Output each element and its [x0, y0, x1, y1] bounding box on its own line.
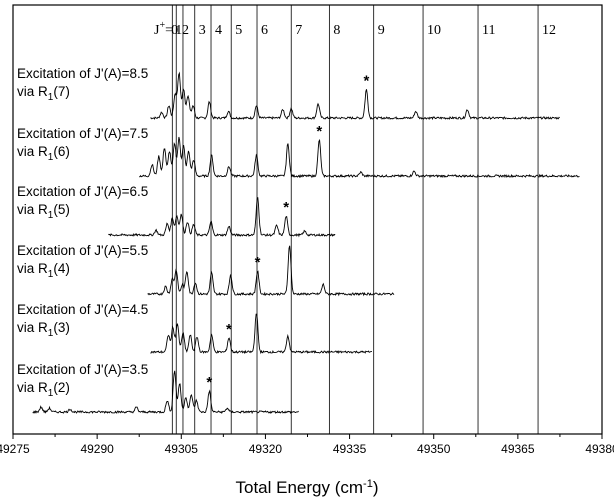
j-label-6: 6 [261, 23, 268, 38]
j-label-7: 7 [295, 23, 302, 38]
assigned-peak-marker: * [283, 199, 289, 216]
trace-label-line1: Excitation of J'(A)=8.5 [17, 66, 148, 81]
trace-label-line1: Excitation of J'(A)=4.5 [17, 302, 148, 317]
j-label-10: 10 [427, 23, 441, 38]
x-tick-label: 49305 [165, 442, 199, 456]
spectral-traces: * Excitation of J'(A)=8.5 via R1(7) * Excita… [17, 66, 580, 415]
assigned-peak-marker: * [363, 73, 369, 90]
j-label-12: 12 [542, 23, 556, 38]
trace-label-line2: via R1(7) [17, 84, 70, 103]
j-label-4: 4 [215, 23, 222, 38]
j-label-9: 9 [378, 23, 385, 38]
trace-6: * Excitation of J'(A)=3.5 via R1(2) [17, 362, 299, 415]
j-label-3: 3 [199, 23, 206, 38]
trace-label-line1: Excitation of J'(A)=5.5 [17, 243, 148, 258]
trace-label-line2: via R1(4) [17, 261, 70, 280]
x-tick-label: 49320 [249, 442, 283, 456]
x-tick-label: 49275 [0, 442, 30, 456]
j-label-prefix: J+= [154, 20, 173, 38]
trace-label-line2: via R1(6) [17, 144, 70, 163]
x-axis-title: Total Energy (cm-1) [236, 478, 379, 497]
trace-label-line2: via R1(2) [17, 380, 70, 399]
trace-line [32, 370, 299, 415]
x-tick-label: 49380 [585, 442, 614, 456]
x-axis: 49275 49290 49305 49320 49335 49350 49365 49380 [0, 434, 614, 456]
assigned-peak-marker: * [226, 321, 232, 338]
assigned-peak-marker: * [255, 254, 261, 271]
trace-4: * Excitation of J'(A)=5.5 via R1(4) [17, 243, 395, 297]
j-label-8: 8 [333, 23, 340, 38]
assigned-peak-marker: * [316, 123, 322, 140]
trace-line [147, 245, 395, 297]
trace-label-line1: Excitation of J'(A)=3.5 [17, 362, 148, 377]
trace-label-line2: via R1(3) [17, 320, 70, 339]
j-label-2: 2 [182, 23, 189, 38]
trace-label-line2: via R1(5) [17, 202, 70, 221]
x-tick-label: 49365 [501, 442, 535, 456]
trace-label-line1: Excitation of J'(A)=6.5 [17, 184, 148, 199]
trace-1: * Excitation of J'(A)=8.5 via R1(7) [17, 66, 560, 121]
x-tick-label: 49335 [333, 442, 367, 456]
j-label-5: 5 [235, 23, 242, 38]
trace-label-line1: Excitation of J'(A)=7.5 [17, 126, 148, 141]
trace-line [108, 197, 336, 238]
j-label-11: 11 [482, 23, 495, 38]
x-tick-label: 49290 [80, 442, 114, 456]
trace-5: * Excitation of J'(A)=4.5 via R1(3) [17, 302, 372, 355]
trace-3: * Excitation of J'(A)=6.5 via R1(5) [17, 184, 336, 238]
trace-line [138, 136, 580, 179]
trace-line [150, 313, 372, 355]
trace-line [150, 71, 560, 121]
assigned-peak-marker: * [206, 374, 212, 391]
j-label-0: 0 [171, 23, 178, 38]
x-tick-label: 49350 [417, 442, 451, 456]
trace-2: * Excitation of J'(A)=7.5 via R1(6) [17, 123, 580, 179]
j-level-labels: J+=01 2 3 4 5 6 7 8 9 10 11 12 [154, 20, 556, 38]
j-level-lines [171, 5, 539, 434]
j-label-1: 1 [175, 23, 182, 38]
